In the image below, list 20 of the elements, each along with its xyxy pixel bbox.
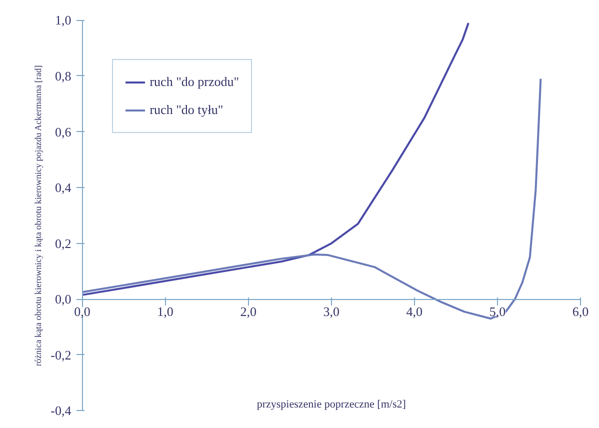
y-axis-title: różnica kąta obrotu kierownicy i kąta obrotu kierownicy pojazdu Ackermanna [rad] <box>32 65 43 366</box>
line-series <box>81 22 470 296</box>
x-axis-title: przyspieszenie poprzeczne [m/s2] <box>256 398 406 411</box>
x-tick-label: 4,0 <box>406 304 423 320</box>
x-tick-label: 6,0 <box>572 304 589 320</box>
x-tick-label: 2,0 <box>240 304 256 320</box>
x-tick-label: 0,0 <box>74 304 90 320</box>
y-tick-label: 0,0 <box>54 292 72 307</box>
y-tick-label: 0,8 <box>54 68 72 84</box>
legend-label: ruch "do przodu" <box>150 74 240 90</box>
y-tick-label: 0,6 <box>54 124 72 140</box>
x-tick-label: 5,0 <box>489 304 506 320</box>
y-tick-label: -0,4 <box>50 403 72 418</box>
y-tick-label: -0,2 <box>50 347 72 362</box>
y-tick-label: 1,0 <box>54 12 72 28</box>
x-tick-label: 3,0 <box>323 304 340 320</box>
x-tick-label: 1,0 <box>157 304 174 320</box>
y-tick-label: 0,4 <box>54 180 72 196</box>
y-tick-label: 0,2 <box>54 236 72 251</box>
legend-label: ruch "do tyłu" <box>150 102 224 118</box>
